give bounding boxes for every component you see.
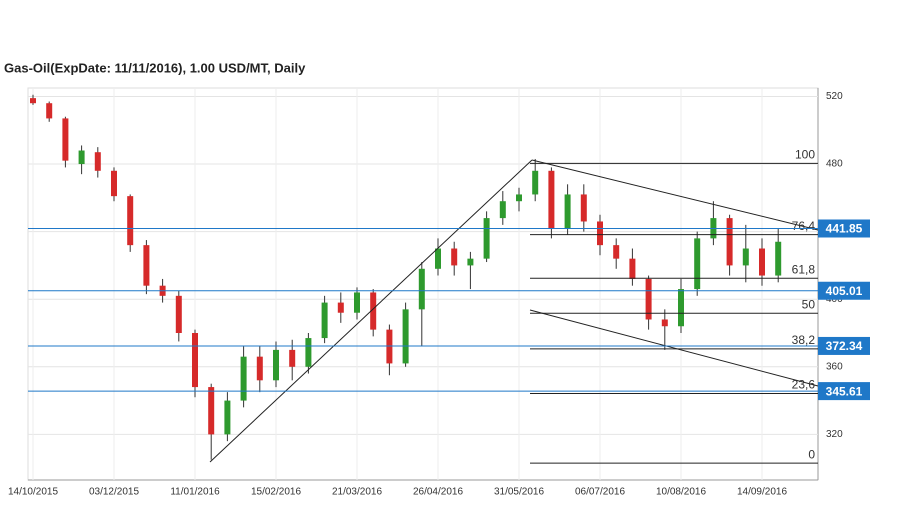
- candle-body: [516, 194, 522, 202]
- candle-body: [613, 245, 620, 259]
- x-tick-label: 14/09/2016: [737, 487, 787, 498]
- candle-body: [386, 329, 393, 364]
- fib-label: 38,2: [792, 333, 816, 347]
- candle-body: [175, 295, 182, 333]
- candle-body: [111, 170, 117, 197]
- y-tick-label: 360: [826, 361, 843, 372]
- candle-body: [305, 338, 312, 367]
- candle-body: [548, 170, 555, 229]
- price-label: 345.61: [826, 384, 863, 398]
- price-badge: [818, 219, 870, 238]
- candle-body: [256, 356, 263, 381]
- x-tick-label: 11/01/2016: [170, 487, 220, 498]
- candle-body: [354, 292, 360, 313]
- candle-body: [645, 278, 652, 320]
- candle-body: [273, 349, 279, 381]
- x-tick-label: 10/08/2016: [656, 487, 706, 498]
- candle-body: [435, 248, 441, 269]
- candle-body: [78, 150, 85, 165]
- x-tick-label: 26/04/2016: [413, 487, 463, 498]
- fib-label: 50: [802, 297, 816, 311]
- candle-body: [127, 196, 134, 246]
- x-tick-label: 21/03/2016: [332, 487, 382, 498]
- fib-label: 61,8: [792, 262, 816, 276]
- candle-body: [370, 292, 377, 330]
- candle-body: [240, 356, 247, 401]
- fib-label: 76,4: [792, 219, 816, 233]
- y-tick-label: 480: [826, 159, 843, 170]
- price-label: 441.85: [826, 222, 863, 236]
- candle-body: [192, 333, 198, 388]
- x-tick-label: 06/07/2016: [575, 487, 625, 498]
- candle-body: [694, 238, 701, 290]
- candle-body: [629, 258, 636, 279]
- candle-body: [499, 201, 506, 219]
- candle-body: [143, 245, 150, 286]
- candle-body: [62, 118, 69, 161]
- y-tick-label: 520: [826, 91, 843, 102]
- chart-title: Gas-Oil(ExpDate: 11/11/2016), 1.00 USD/M…: [4, 60, 306, 75]
- candle-body: [775, 241, 782, 276]
- candle-body: [289, 349, 296, 367]
- candle-body: [418, 268, 425, 310]
- fib-label: 0: [808, 447, 815, 461]
- trend-line: [531, 159, 819, 231]
- candle-body: [46, 103, 53, 119]
- candle-body: [224, 400, 231, 435]
- price-badge: [818, 382, 870, 401]
- candle-body: [742, 248, 749, 266]
- x-tick-label: 14/10/2015: [8, 487, 58, 498]
- candle-body: [208, 387, 215, 435]
- candle-body: [94, 152, 101, 171]
- x-tick-label: 15/02/2016: [251, 487, 301, 498]
- price-badge: [818, 336, 870, 355]
- candle-body: [678, 289, 684, 327]
- price-label: 372.34: [826, 339, 863, 353]
- candle-body: [532, 170, 539, 195]
- candle-body: [451, 248, 458, 266]
- trend-line: [209, 159, 533, 463]
- candle-body: [337, 302, 344, 313]
- candle-body: [597, 221, 603, 246]
- candle-body: [661, 319, 668, 327]
- candle-body: [759, 248, 765, 276]
- candle-body: [467, 258, 474, 266]
- x-tick-label: 31/05/2016: [494, 487, 544, 498]
- fib-label: 100: [795, 148, 815, 162]
- candle-body: [483, 218, 490, 259]
- trend-line: [529, 309, 819, 387]
- y-tick-label: 320: [826, 429, 843, 440]
- candle-body: [580, 194, 587, 222]
- price-badge: [818, 281, 870, 300]
- candle-body: [726, 218, 733, 266]
- candle-body: [321, 302, 328, 339]
- candle-body: [30, 98, 36, 104]
- x-tick-label: 03/12/2015: [89, 487, 139, 498]
- price-label: 405.01: [826, 284, 863, 298]
- fib-label: 23,6: [792, 378, 816, 392]
- candle-body: [402, 309, 409, 364]
- candle-body: [564, 194, 571, 229]
